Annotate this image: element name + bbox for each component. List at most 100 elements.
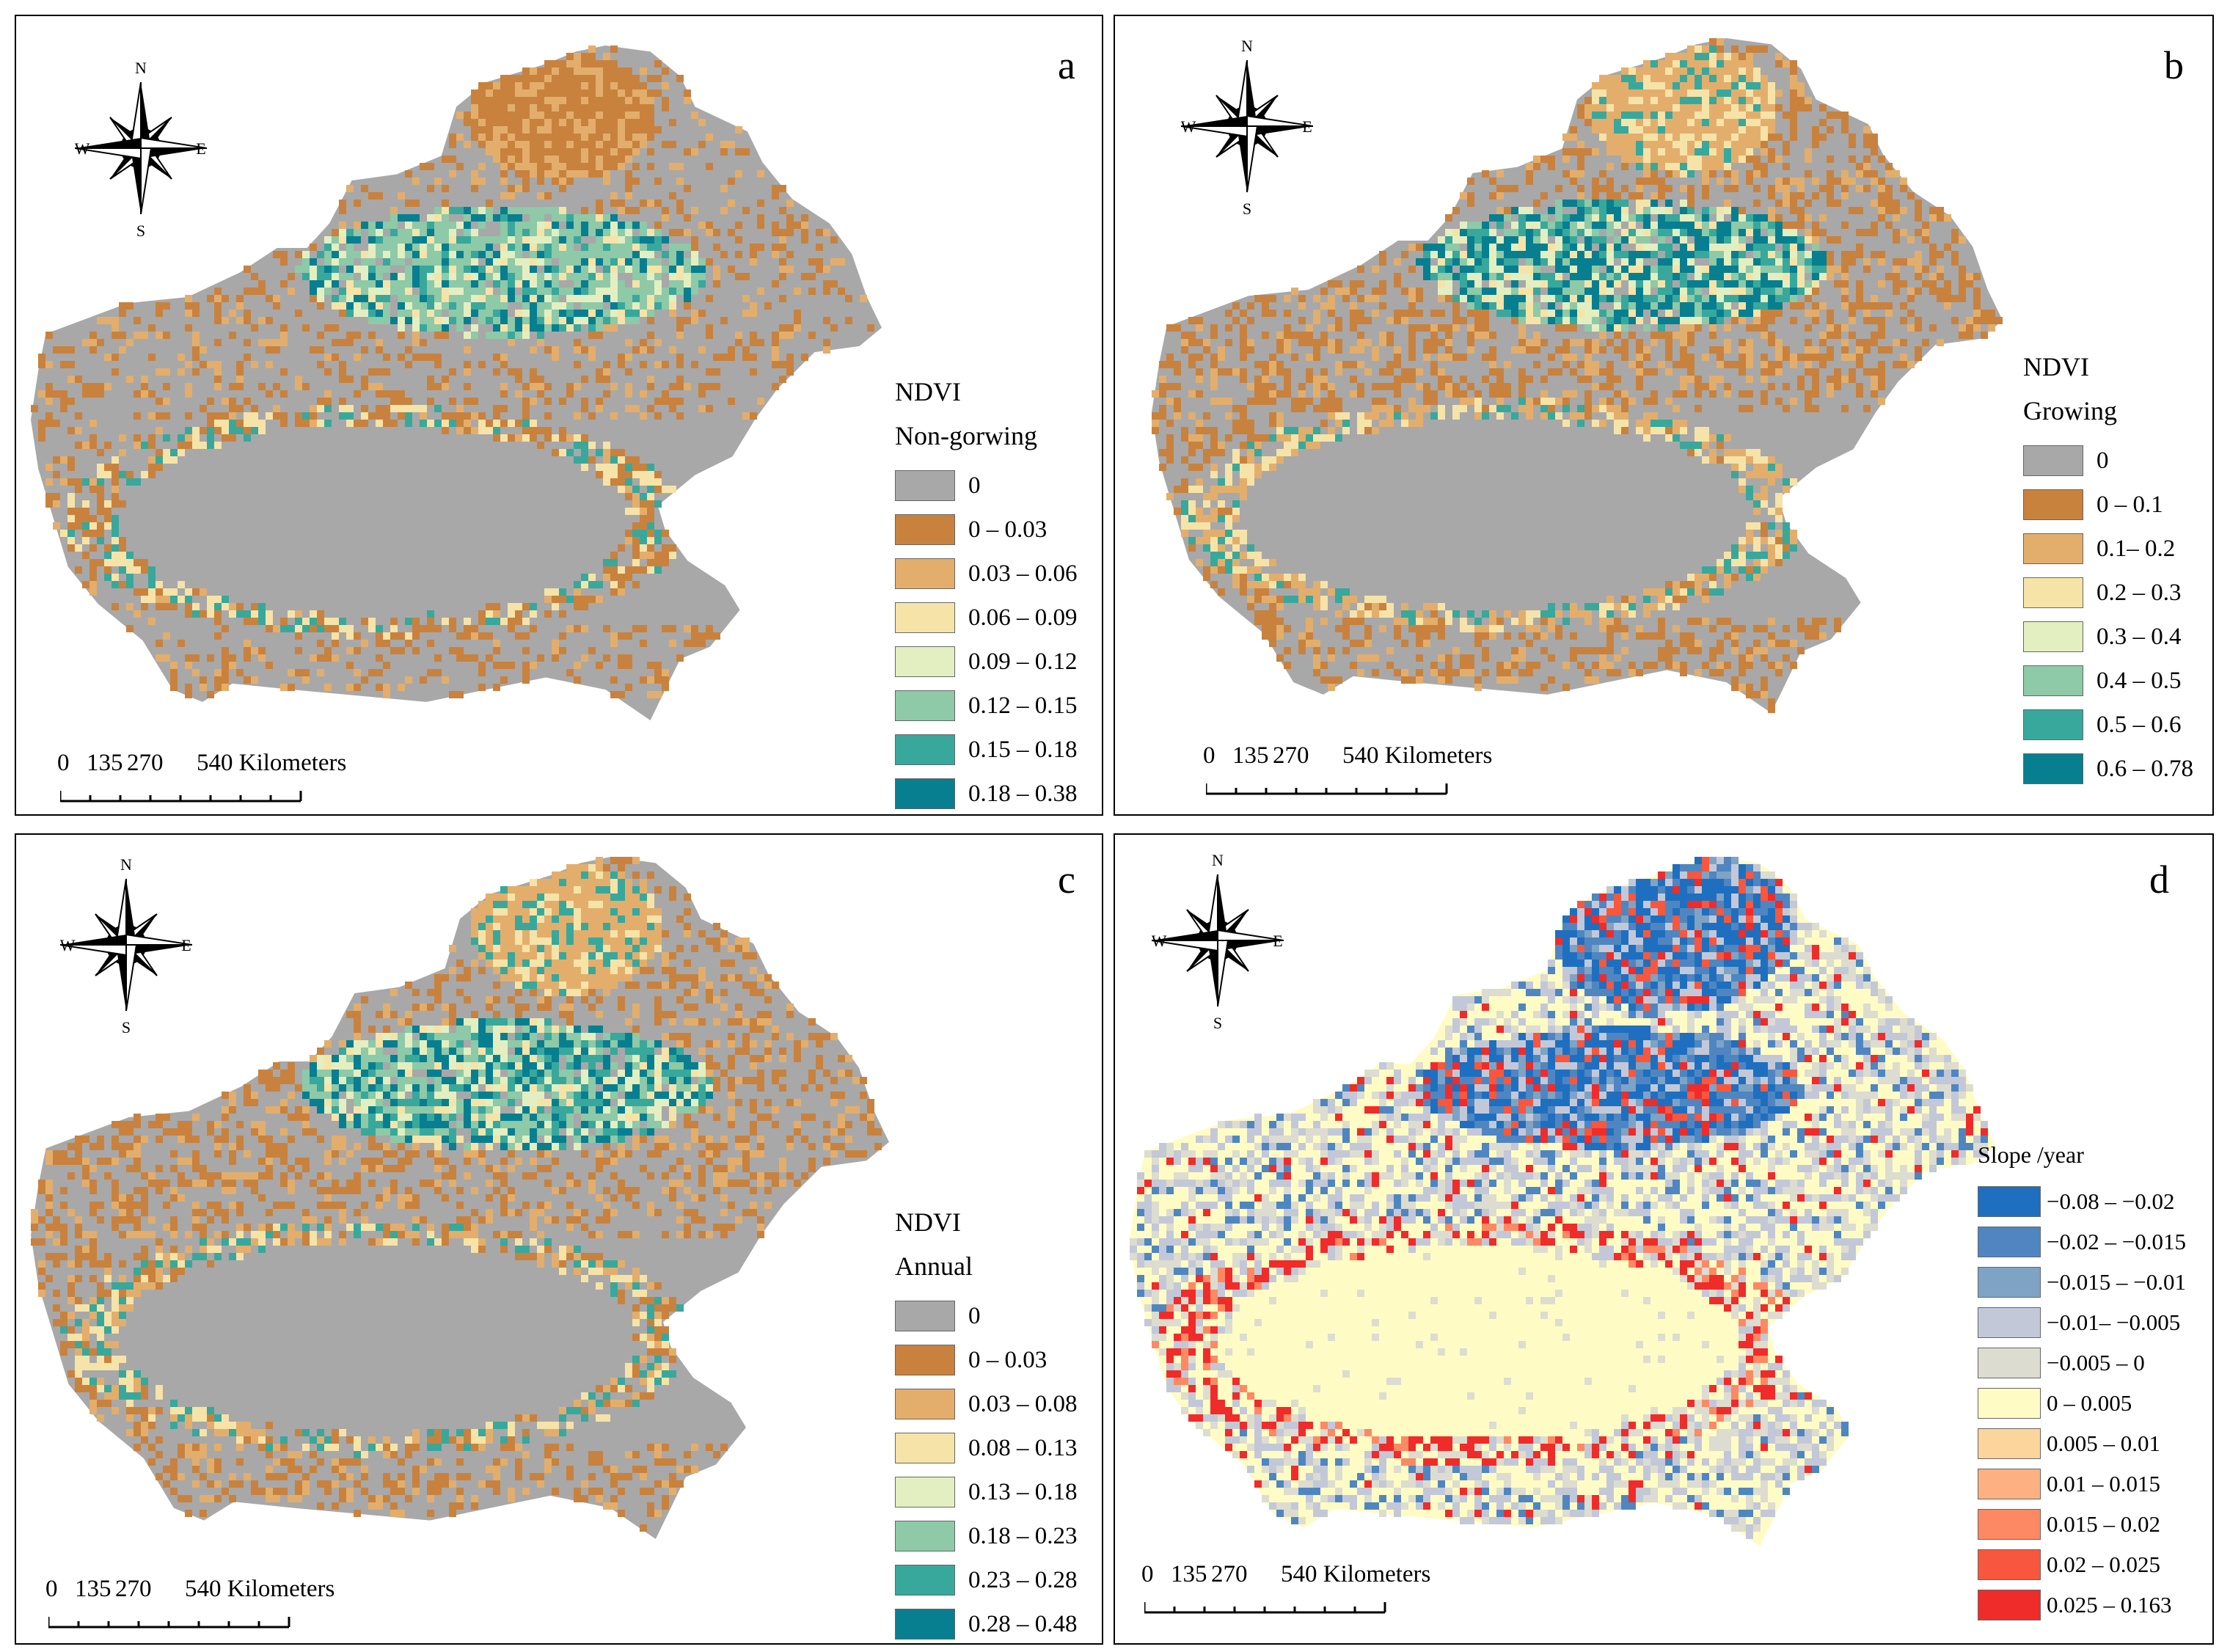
panel-letter: b: [2164, 43, 2184, 87]
legend-label: 0.3 – 0.4: [2096, 623, 2182, 650]
legend: NDVI Growing 0 0 – 0.1 0.1– 0.2 0.2 – 0.3 0.…: [2023, 354, 2193, 791]
compass-s-label: S: [136, 222, 145, 240]
legend-item: 0.1– 0.2: [2023, 527, 2193, 571]
scale-bar-ruler: [48, 1617, 290, 1629]
legend-item: 0.18 – 0.23: [895, 1514, 1078, 1558]
compass-n-label: N: [135, 59, 147, 77]
compass-s-label: S: [1213, 1014, 1222, 1032]
scale-bar-label: 540 Kilometers: [185, 1576, 335, 1602]
raster-cells: [31, 857, 882, 1532]
scale-bar: 0 135 270 540 Kilometers: [57, 750, 346, 816]
scale-bar-label: 270: [1273, 742, 1309, 769]
scale-bar-label: 540 Kilometers: [1342, 742, 1493, 769]
legend-item: 0.23 – 0.28: [895, 1558, 1078, 1602]
legend-subtitle: Growing: [2023, 396, 2117, 425]
legend-label: 0.18 – 0.38: [968, 780, 1078, 807]
xinjiang-map-d: [1130, 857, 1995, 1546]
legend-swatch: [1978, 1226, 2041, 1257]
legend-item: 0: [895, 1294, 1078, 1338]
legend-label: −0.005 – 0: [2047, 1349, 2145, 1375]
panel-letter: d: [2149, 858, 2169, 902]
scale-bar: 0 135 270 540 Kilometers: [45, 1576, 334, 1642]
legend-label: 0.015 – 0.02: [2047, 1510, 2160, 1537]
compass-e-label: E: [1273, 932, 1282, 950]
legend-label: 0.5 – 0.6: [2096, 711, 2182, 738]
legend-swatch: [1978, 1508, 2041, 1540]
legend-item: 0.02 – 0.025: [1978, 1544, 2186, 1585]
legend-title: Slope /year: [1978, 1141, 2084, 1168]
map-panel-d: d N S E W Slope /year −0.08 – −0.02 −0.02 – …: [1114, 833, 2214, 1645]
legend-label: 0.02 – 0.025: [2047, 1551, 2160, 1577]
scale-bar-label: 0: [45, 1576, 58, 1602]
compass-s-label: S: [122, 1018, 131, 1037]
legend-item: 0.6 – 0.78: [2023, 747, 2193, 791]
north-arrow-compass: N S E W: [1181, 37, 1313, 218]
legend-label: 0.13 – 0.18: [968, 1478, 1078, 1505]
legend-swatch: [1978, 1428, 2041, 1459]
legend-label: 0.01 – 0.015: [2047, 1470, 2160, 1496]
legend-label: 0.1– 0.2: [2096, 535, 2176, 562]
map-panel-c: c N S E W NDVI Annual 0 0 – 0.03 0.03 – 0.08 0…: [15, 833, 1103, 1645]
panel-letter: a: [1058, 43, 1075, 87]
legend-item: 0 – 0.03: [895, 508, 1078, 552]
map-panel-b: b N S E W NDVI Growing 0 0 – 0.1 0.1– 0.2 0.2 …: [1114, 15, 2214, 816]
legend-item: 0.18 – 0.38: [895, 772, 1078, 816]
legend-item: −0.015 – −0.01: [1978, 1262, 2186, 1302]
legend: NDVI Non-gorwing 0 0 – 0.03 0.03 – 0.06 0.0…: [895, 379, 1078, 816]
legend-swatch: [895, 602, 955, 633]
region-boundary: [31, 857, 889, 1539]
legend-label: −0.08 – −0.02: [2047, 1188, 2175, 1214]
legend-label: 0 – 0.005: [2047, 1389, 2132, 1416]
scale-bar-label: 0: [1203, 742, 1215, 769]
compass-s-label: S: [1243, 200, 1251, 218]
legend-item: 0.03 – 0.06: [895, 552, 1078, 596]
legend-title: NDVI: [895, 377, 961, 406]
legend-swatch: [895, 1477, 955, 1507]
scale-bar-ruler: [60, 791, 302, 803]
legend-item: 0.13 – 0.18: [895, 1470, 1078, 1514]
legend-swatch: [2023, 489, 2083, 520]
legend: Slope /year −0.08 – −0.02 −0.02 – −0.015 −…: [1978, 1143, 2186, 1625]
compass-n-label: N: [1241, 37, 1253, 55]
legend-item: 0 – 0.03: [895, 1338, 1078, 1382]
legend-item: 0.06 – 0.09: [895, 596, 1078, 640]
scale-bar-label: 135: [1232, 742, 1269, 769]
legend-label: 0.025 – 0.163: [2047, 1591, 2172, 1618]
legend-item: 0.015 – 0.02: [1978, 1504, 2186, 1544]
raster-cells: [1152, 38, 2003, 713]
compass-w-label: W: [1152, 932, 1167, 950]
legend-label: 0.6 – 0.78: [2096, 755, 2193, 782]
legend-swatch: [2023, 533, 2083, 564]
raster-cells: [1130, 857, 1988, 1539]
legend-title: NDVI: [2023, 352, 2089, 381]
scale-bar-label: 135: [75, 1576, 112, 1602]
compass-e-label: E: [196, 139, 205, 158]
legend-label: 0.12 – 0.15: [968, 692, 1078, 719]
legend-swatch: [2023, 665, 2083, 696]
legend-item: 0.025 – 0.163: [1978, 1585, 2186, 1625]
legend-swatch: [895, 1301, 955, 1331]
compass-w-label: W: [60, 936, 76, 954]
legend-swatch: [895, 1521, 955, 1552]
north-arrow-compass: N S E W: [1152, 851, 1284, 1032]
legend-swatch: [2023, 709, 2083, 740]
legend-item: 0.08 – 0.13: [895, 1426, 1078, 1470]
scale-bar-ruler: [1206, 783, 1448, 795]
compass-n-label: N: [120, 855, 132, 874]
panel-letter: c: [1058, 858, 1075, 902]
legend-swatch: [1978, 1347, 2041, 1378]
legend-item: 0.3 – 0.4: [2023, 615, 2193, 659]
legend-item: 0.4 – 0.5: [2023, 659, 2193, 703]
legend-label: 0 – 0.03: [968, 1346, 1048, 1373]
xinjiang-map-c: [31, 857, 889, 1539]
legend-swatch: [895, 690, 955, 721]
legend-swatch: [1978, 1306, 2041, 1338]
legend-item: 0.12 – 0.15: [895, 684, 1078, 728]
legend-label: 0: [968, 1302, 981, 1329]
legend-label: 0.06 – 0.09: [968, 604, 1078, 631]
legend: NDVI Annual 0 0 – 0.03 0.03 – 0.08 0.08 – 0…: [895, 1209, 1078, 1646]
scale-bar-ruler: [1144, 1602, 1386, 1614]
legend-item: −0.08 – −0.02: [1978, 1181, 2186, 1221]
legend-item: −0.01– −0.005: [1978, 1302, 2186, 1342]
legend-label: 0.28 – 0.48: [968, 1610, 1078, 1637]
